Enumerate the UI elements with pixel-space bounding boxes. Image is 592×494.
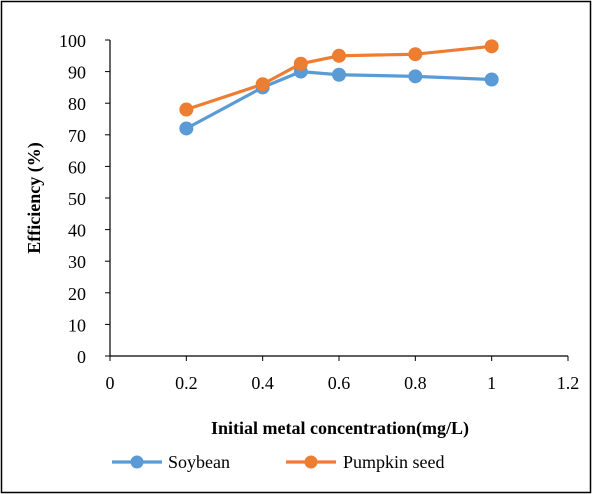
x-tick-labels: 0 0.2 0.4 0.6 0.8 1 1.2 — [106, 373, 580, 393]
x-tick-label: 1.2 — [557, 373, 580, 393]
series-line-soybean — [184, 69, 494, 131]
y-tick-label: 10 — [68, 315, 86, 335]
data-point-soybean — [179, 121, 194, 136]
data-point-pumpkin-seed — [408, 47, 423, 62]
y-axis-label: Efficiency (%) — [24, 142, 45, 253]
data-point-soybean — [484, 72, 499, 87]
y-tick-label: 20 — [68, 284, 86, 304]
x-tick-label: 0.4 — [251, 373, 274, 393]
y-tick-labels: 0 10 20 30 40 50 60 70 80 90 100 — [59, 31, 86, 367]
data-point-pumpkin-seed — [332, 48, 346, 63]
data-point-pumpkin-seed — [255, 77, 270, 92]
data-point-soybean — [408, 69, 423, 84]
legend-marker — [130, 455, 144, 469]
data-point-pumpkin-seed — [293, 56, 308, 71]
legend-label: Soybean — [168, 452, 230, 472]
y-tick-label: 90 — [68, 63, 86, 83]
x-tick-label: 0.2 — [175, 373, 198, 393]
legend-marker — [304, 455, 318, 469]
x-tick-label: 1 — [487, 373, 496, 393]
y-tick-label: 50 — [68, 189, 86, 209]
x-tick-marks — [109, 356, 569, 361]
y-tick-label: 30 — [68, 252, 86, 272]
series-line-pumpkin-seed — [184, 44, 494, 112]
series-group — [179, 39, 499, 136]
data-point-pumpkin-seed — [484, 39, 499, 54]
legend-item-soybean: Soybean — [112, 452, 230, 472]
y-tick-marks — [105, 39, 110, 357]
y-tick-label: 100 — [59, 31, 86, 51]
x-axis-label: Initial metal concentration(mg/L) — [211, 418, 469, 439]
y-tick-label: 0 — [77, 347, 86, 367]
legend-label: Pumpkin seed — [343, 452, 445, 472]
x-tick-label: 0 — [106, 373, 115, 393]
data-point-pumpkin-seed — [179, 102, 194, 117]
y-tick-label: 60 — [68, 157, 86, 177]
x-tick-label: 0.6 — [328, 373, 351, 393]
legend: Soybean Pumpkin seed — [112, 452, 445, 472]
legend-item-pumpkin-seed: Pumpkin seed — [286, 452, 445, 472]
y-tick-label: 70 — [68, 126, 86, 146]
data-point-soybean — [332, 67, 346, 82]
x-tick-label: 0.8 — [404, 373, 427, 393]
y-tick-label: 80 — [68, 94, 86, 114]
y-tick-label: 40 — [68, 221, 86, 241]
